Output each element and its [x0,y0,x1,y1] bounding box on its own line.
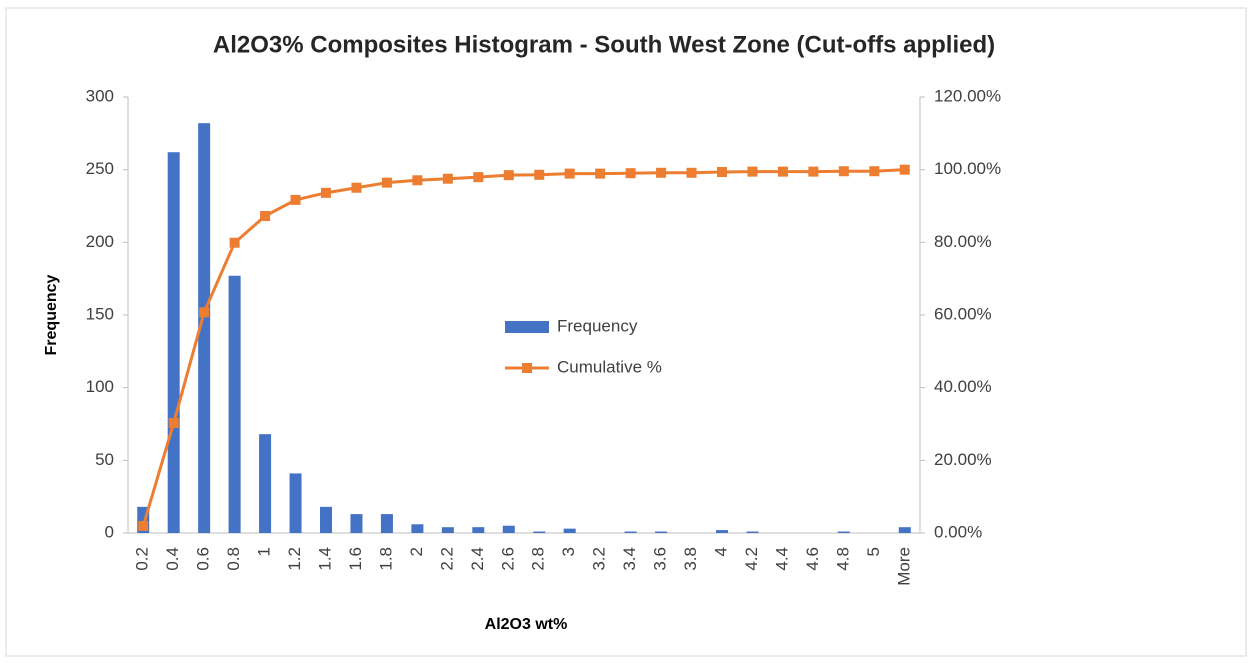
legend-label: Cumulative % [557,357,662,376]
y2-tick-label: 0.00% [934,522,982,541]
bar [837,531,850,533]
line-marker [808,166,819,177]
bar [746,531,759,533]
x-tick-label: 5 [864,547,883,556]
line-marker [442,173,453,184]
x-tick-label: 1 [255,547,274,556]
y-tick-label: 100 [86,377,114,396]
x-tick-label: 3 [559,547,578,556]
x-tick-label: 0.2 [133,547,152,571]
y-tick-label: 150 [86,304,114,323]
x-tick-label: 3.6 [651,547,670,571]
line-marker [351,182,362,193]
line-marker [381,177,392,188]
bar [259,434,272,533]
bar [898,527,911,533]
y2-tick-label: 80.00% [934,232,992,251]
x-tick-label: 3.2 [590,547,609,571]
line-marker [290,194,301,205]
line-marker [321,187,331,198]
line-marker [625,168,636,179]
x-tick-label: 4.2 [742,547,761,571]
bar [533,531,546,533]
bar [655,531,668,533]
line-marker [138,520,149,531]
bar [472,527,485,533]
chart-frame [5,7,1247,657]
y2-tick-label: 20.00% [934,450,992,469]
line-marker [656,167,667,178]
x-tick-label: 1.2 [285,547,304,571]
x-tick-label: More [894,547,913,586]
x-tick-label: 3.4 [620,547,639,571]
line-marker [503,170,514,181]
x-tick-label: 2.6 [498,547,517,571]
legend-swatch-marker [522,363,532,373]
x-tick-label: 3.8 [681,547,700,571]
bar [411,524,424,533]
y2-tick-label: 120.00% [934,86,1001,105]
line [141,168,905,527]
y-tick-label: 200 [86,232,114,251]
bar [320,506,332,533]
bar [441,527,454,533]
line-marker [473,172,484,183]
bar [228,275,241,533]
bar [563,528,576,533]
x-tick-label: 0.8 [224,547,243,571]
x-tick-label: 0.6 [194,547,213,571]
y2-tick-label: 40.00% [934,377,992,396]
bar [167,152,180,533]
x-tick-label: 1.4 [315,547,334,571]
line-marker [686,167,697,178]
line-marker [777,166,788,177]
line-marker [838,166,849,177]
line-marker [564,168,575,179]
x-tick-label: 2.8 [529,547,548,571]
bar [502,525,515,533]
legend-label: Frequency [557,316,638,335]
bar [716,530,728,533]
y2-tick-label: 60.00% [934,304,992,323]
line-marker [717,167,727,178]
bar [624,531,637,533]
legend-swatch [505,321,549,333]
x-axis-title: Al2O3 wt% [485,616,568,633]
y-tick-label: 300 [86,86,114,105]
line-marker [534,169,545,180]
line-marker [229,237,240,248]
x-tick-label: 0.4 [163,547,182,571]
x-tick-label: 2 [407,547,426,556]
line-marker [168,418,179,429]
x-tick-label: 1.8 [376,547,395,571]
bar [289,473,302,533]
line-marker [899,164,910,175]
x-tick-label: 2.2 [437,547,456,571]
bar [198,123,211,533]
y-axis-title: Frequency [43,274,60,355]
line-marker [199,307,210,318]
y-tick-label: 50 [95,450,114,469]
line-marker [412,175,423,186]
x-tick-label: 4.6 [803,547,822,571]
y2-tick-label: 100.00% [934,159,1001,178]
x-tick-label: 1.6 [346,547,365,571]
bar [350,514,363,533]
x-tick-label: 2.4 [468,547,487,571]
line-marker [869,166,880,177]
line-marker [747,166,758,177]
line-marker [260,211,271,222]
x-tick-label: 4.8 [833,547,852,571]
chart-title: Al2O3% Composites Histogram - South West… [213,31,995,58]
y-tick-label: 0 [105,522,114,541]
bar [380,514,393,533]
line-marker [595,168,606,179]
x-tick-label: 4 [711,547,730,556]
x-tick-label: 4.4 [772,547,791,571]
y-tick-label: 250 [86,159,114,178]
